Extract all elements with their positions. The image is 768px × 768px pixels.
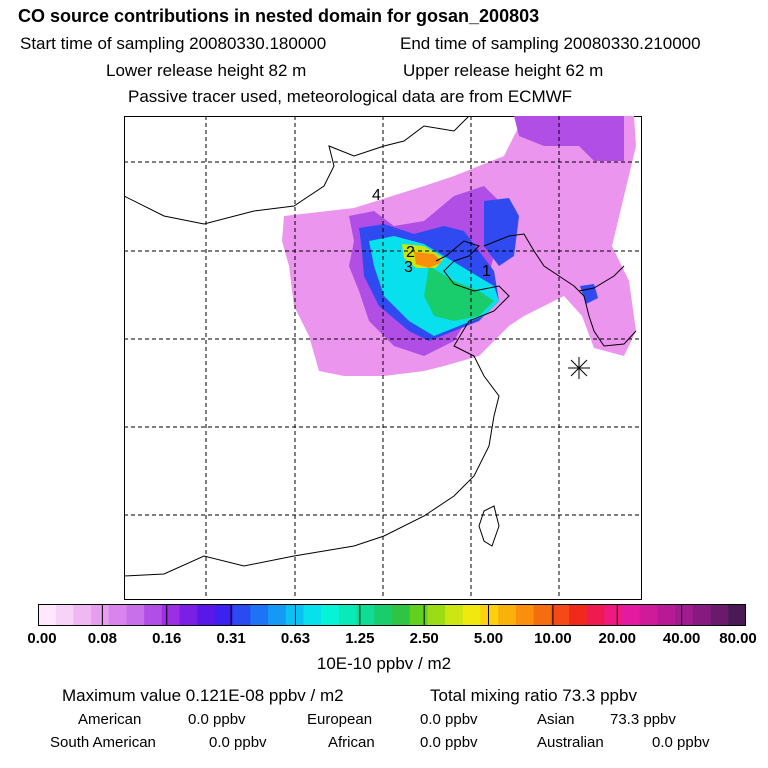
colorbar-unit: 10E-10 ppbv / m2 [316, 654, 452, 673]
colorbar-swatch [126, 604, 145, 626]
colorbar-swatch [91, 604, 110, 626]
colorbar-swatch [551, 604, 570, 626]
south-american-label: South American [50, 734, 156, 751]
colorbar-swatch [692, 604, 712, 626]
colorbar-swatch [586, 604, 605, 626]
colorbar-tick-label: 0.08 [87, 630, 117, 647]
colorbar-tick-label: 1.25 [345, 630, 375, 647]
colorbar-swatch [622, 604, 641, 626]
colorbar-swatch [392, 604, 411, 626]
colorbar-swatch [38, 604, 57, 626]
start-time-label: Start time of sampling 20080330.180000 [20, 34, 327, 53]
european-label: European [307, 711, 373, 728]
colorbar-swatch [232, 604, 251, 626]
colorbar-swatch [73, 604, 92, 626]
plume-green [424, 266, 494, 321]
colorbar-swatch [569, 604, 588, 626]
colorbar-swatch [710, 604, 729, 626]
colorbar-swatch [533, 604, 552, 626]
graticule [124, 116, 642, 600]
colorbar-swatch [197, 604, 216, 626]
coastlines [124, 116, 637, 577]
colorbar-swatch [356, 604, 375, 626]
colorbar-swatch [144, 604, 163, 626]
colorbar-swatch [409, 604, 428, 626]
map-panel: 1 2 3 4 [124, 116, 642, 600]
colorbar-tick-label: 0.00 [27, 630, 57, 647]
colorbar-swatch [462, 604, 481, 626]
asian-value: 73.3 ppbv [610, 711, 676, 728]
colorbar-swatch [215, 604, 234, 626]
colorbar-tick-label: 40.00 [662, 630, 701, 647]
total-mixing-ratio: Total mixing ratio 73.3 ppbv [430, 686, 637, 705]
colorbar-swatch [303, 604, 322, 626]
asian-label: Asian [537, 711, 575, 728]
plume-ne-blue [484, 198, 519, 266]
colorbar-swatch [515, 604, 535, 626]
colorbar-tick-label: 20.00 [598, 630, 637, 647]
upper-release-height: Upper release height 62 m [403, 61, 604, 80]
australian-label: Australian [537, 734, 604, 751]
colorbar-swatch [161, 604, 181, 626]
source-label-3: 3 [404, 259, 413, 276]
end-time-label: End time of sampling 20080330.210000 [400, 34, 701, 53]
african-value: 0.0 ppbv [420, 734, 478, 751]
european-value: 0.0 ppbv [420, 711, 478, 728]
source-label-4: 4 [372, 187, 381, 204]
colorbar-swatch [639, 604, 658, 626]
colorbar-swatch [108, 604, 127, 626]
colorbar-swatch [657, 604, 676, 626]
colorbar-swatch [250, 604, 269, 626]
colorbar-tick-label: 0.16 [152, 630, 182, 647]
max-value: Maximum value 0.121E-08 ppbv / m2 [62, 686, 344, 705]
african-label: African [328, 734, 375, 751]
plume-orange [414, 252, 442, 268]
colorbar-swatch [728, 604, 746, 626]
colorbar-tick-label: 5.00 [473, 630, 504, 647]
colorbar-tick-label: 2.50 [409, 630, 439, 647]
colorbar-swatch [604, 604, 623, 626]
receptor-star-icon [568, 357, 590, 379]
colorbar-ticks: 0.00 0.08 0.16 0.31 0.63 1.25 2.50 5.00 10.00 20.… [0, 630, 768, 650]
plume-ne-purple [514, 116, 624, 161]
colorbar-swatch [285, 604, 304, 626]
plume-field [282, 116, 636, 376]
australian-value: 0.0 ppbv [652, 734, 710, 751]
colorbar-swatch [480, 604, 499, 626]
colorbar-swatch [445, 604, 464, 626]
colorbar-swatch [179, 604, 198, 626]
colorbar-swatch [321, 604, 340, 626]
colorbar-tick-label: 0.63 [280, 630, 311, 647]
colorbar-tick-label: 10.00 [534, 630, 572, 647]
source-label-2: 2 [406, 244, 415, 261]
colorbar-swatch [268, 604, 287, 626]
title: CO source contributions in nested domain… [18, 6, 540, 26]
colorbar-frame [38, 604, 746, 626]
american-value: 0.0 ppbv [188, 711, 246, 728]
tracer-note: Passive tracer used, meteorological data… [128, 87, 573, 106]
lower-release-height: Lower release height 82 m [106, 61, 307, 80]
colorbar [38, 604, 746, 626]
colorbar-tick-label: 0.31 [216, 630, 246, 647]
american-label: American [78, 711, 142, 728]
colorbar-swatch [675, 604, 694, 626]
source-label-1: 1 [482, 263, 491, 280]
colorbar-swatch [498, 604, 517, 626]
colorbar-swatch [55, 604, 74, 626]
colorbar-tick-label: 80.00 [719, 630, 757, 647]
colorbar-swatch [427, 604, 446, 626]
colorbar-swatch [338, 604, 358, 626]
south-american-value: 0.0 ppbv [209, 734, 267, 751]
colorbar-swatch [374, 604, 393, 626]
